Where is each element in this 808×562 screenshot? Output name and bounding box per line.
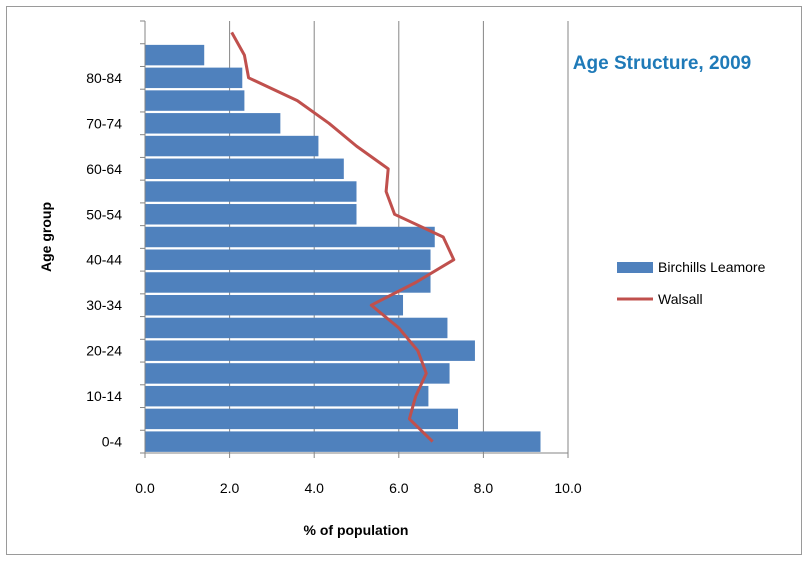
y-tick-label: 80-84 <box>86 70 122 86</box>
bar <box>145 408 459 430</box>
y-tick-label: 40-44 <box>86 252 122 268</box>
bar <box>145 135 319 157</box>
x-tick-label: 8.0 <box>474 480 494 496</box>
axes <box>140 20 569 458</box>
chart-title: Age Structure, 2009 <box>573 53 751 74</box>
bar <box>145 113 281 134</box>
bar <box>145 272 431 293</box>
x-tick-label: 4.0 <box>304 480 324 496</box>
bar <box>145 90 245 111</box>
y-tick-label: 60-64 <box>86 161 122 177</box>
chart-svg: 0.0 2.0 4.0 6.0 8.0 10.0 0-4 10-14 20-24 30-34 40… <box>38 20 766 538</box>
bar <box>145 44 205 66</box>
bar <box>145 317 448 339</box>
x-axis-title: % of population <box>304 522 409 538</box>
y-tick-label: 50-54 <box>86 206 122 222</box>
x-tick-labels: 0.0 2.0 4.0 6.0 8.0 10.0 <box>135 480 582 496</box>
legend-swatch-birchills-leamore <box>617 262 653 273</box>
bar <box>145 67 243 89</box>
bar <box>145 181 357 202</box>
y-tick-label: 20-24 <box>86 343 122 359</box>
bar <box>145 294 404 316</box>
bar <box>145 431 541 452</box>
x-tick-label: 0.0 <box>135 480 155 496</box>
x-tick-label: 2.0 <box>220 480 240 496</box>
x-tick-label: 10.0 <box>554 480 581 496</box>
y-axis-title: Age group <box>38 202 54 272</box>
y-tick-label: 70-74 <box>86 115 122 131</box>
bar <box>145 340 475 361</box>
legend: Birchills Leamore Walsall <box>617 259 766 307</box>
bar <box>145 226 435 248</box>
y-tick-label: 0-4 <box>102 434 122 450</box>
walsall-line <box>230 31 456 443</box>
bar <box>145 249 431 270</box>
y-tick-label: 30-34 <box>86 297 122 313</box>
bar <box>145 385 429 407</box>
line-series <box>230 31 456 443</box>
legend-label-birchills-leamore: Birchills Leamore <box>658 259 766 275</box>
y-tick-labels: 0-4 10-14 20-24 30-34 40-44 50-54 60-64 70-74 80… <box>86 70 122 450</box>
x-tick-label: 6.0 <box>389 480 409 496</box>
bar <box>145 158 344 180</box>
bar <box>145 363 450 384</box>
chart-area: 0.0 2.0 4.0 6.0 8.0 10.0 0-4 10-14 20-24 30-34 40… <box>6 6 802 555</box>
y-tick-label: 10-14 <box>86 388 122 404</box>
bar <box>145 204 357 225</box>
bar-series <box>145 44 541 452</box>
legend-label-walsall: Walsall <box>658 291 703 307</box>
